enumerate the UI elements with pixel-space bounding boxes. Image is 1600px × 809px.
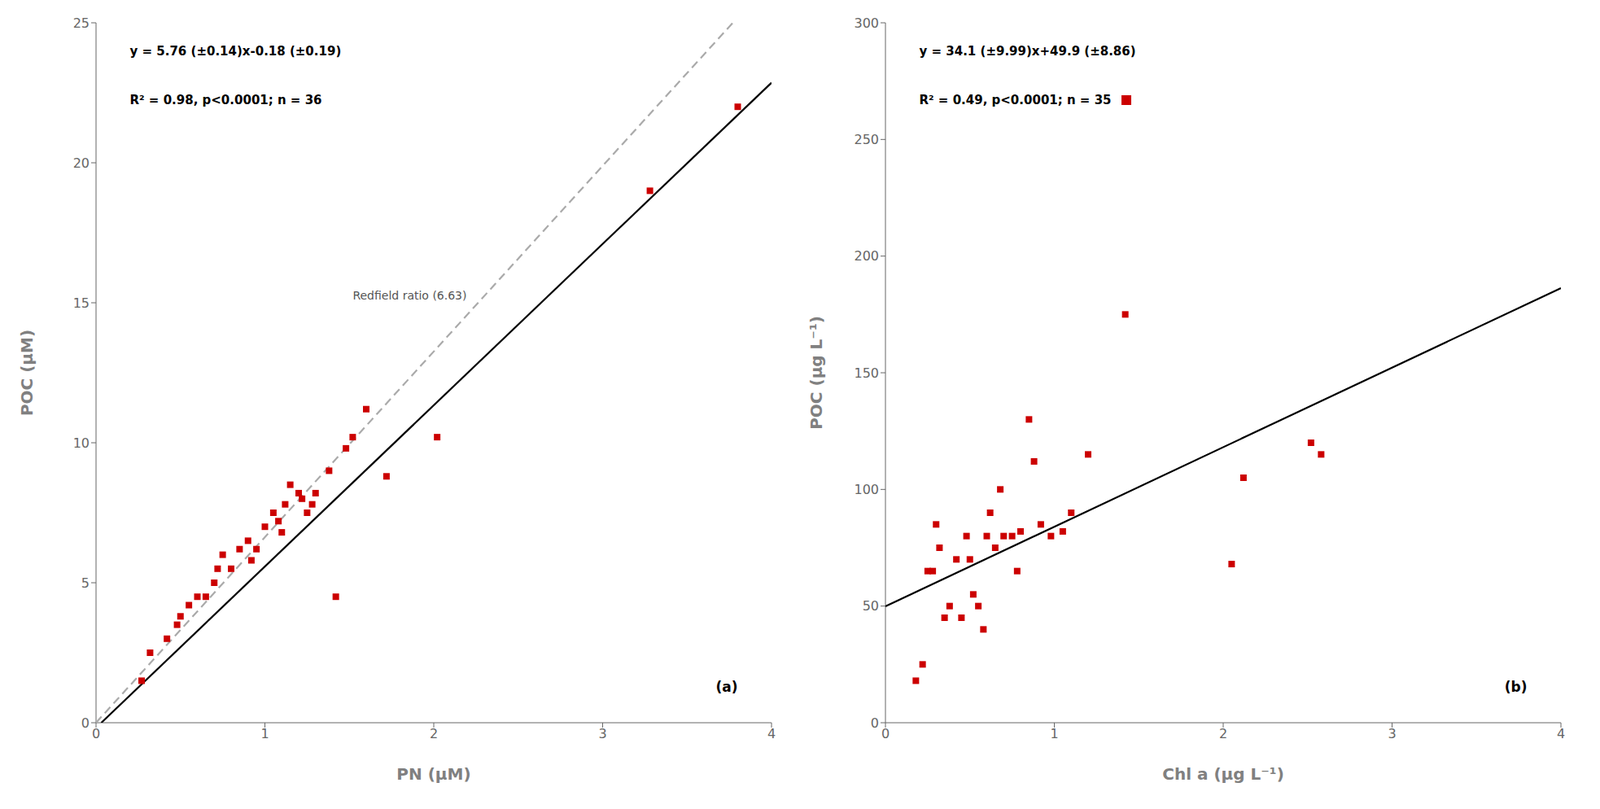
- svg-text:3: 3: [598, 725, 607, 742]
- svg-text:1: 1: [260, 725, 269, 742]
- svg-text:200: 200: [853, 248, 879, 264]
- html-text:y = 34.1 (±9.99)x+49.9 (±8.86): y = 34.1 (±9.99)x+49.9 (±8.86): [919, 43, 1136, 59]
- svg-text:PN (μM): PN (μM): [396, 764, 471, 784]
- html-text:(b): (b): [1504, 678, 1528, 695]
- svg-text:POC (μM): POC (μM): [17, 329, 37, 416]
- svg-text:3: 3: [1387, 725, 1396, 742]
- svg-text:50: 50: [862, 598, 879, 614]
- svg-text:1: 1: [1049, 725, 1058, 742]
- html-text:(a): (a): [715, 678, 738, 695]
- svg-text:250: 250: [853, 131, 879, 148]
- html-text:Redfield ratio (6.63): Redfield ratio (6.63): [352, 289, 467, 303]
- svg-text:2: 2: [429, 725, 438, 742]
- svg-text:0: 0: [881, 725, 890, 742]
- svg-text:300: 300: [853, 15, 879, 31]
- svg-text:15: 15: [73, 295, 90, 311]
- svg-text:2: 2: [1219, 725, 1228, 742]
- svg-text:0: 0: [81, 715, 90, 731]
- svg-text:5: 5: [81, 575, 90, 591]
- svg-text:4: 4: [1556, 725, 1566, 742]
- svg-text:0: 0: [91, 725, 101, 742]
- html-text:y = 5.76 (±0.14)x-0.18 (±0.19): y = 5.76 (±0.14)x-0.18 (±0.19): [129, 43, 342, 59]
- svg-text:100: 100: [853, 481, 879, 498]
- svg-text:150: 150: [853, 365, 879, 381]
- svg-text:0: 0: [870, 715, 879, 731]
- svg-text:Chl a (μg L⁻¹): Chl a (μg L⁻¹): [1162, 764, 1285, 784]
- html-text:R² = 0.49, p<0.0001; n = 35: R² = 0.49, p<0.0001; n = 35: [919, 92, 1112, 108]
- svg-text:4: 4: [767, 725, 776, 742]
- svg-text:25: 25: [73, 15, 90, 31]
- svg-text:POC (μg L⁻¹): POC (μg L⁻¹): [806, 315, 827, 430]
- html-text:R² = 0.98, p<0.0001; n = 36: R² = 0.98, p<0.0001; n = 36: [129, 92, 322, 108]
- svg-text:10: 10: [73, 435, 90, 451]
- svg-text:20: 20: [73, 155, 90, 171]
